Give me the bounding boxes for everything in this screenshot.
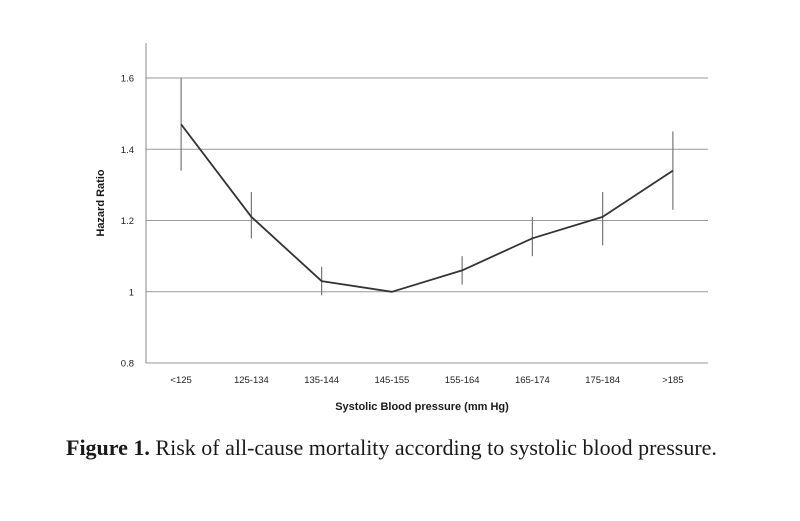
x-tick-label: 155-164	[445, 375, 480, 386]
y-tick-label: 1.4	[121, 145, 134, 156]
error-bars	[180, 78, 674, 296]
y-tick-label: 1.2	[121, 216, 134, 227]
y-tick-labels: 0.8 1 1.2 1.4 1.6	[121, 74, 134, 370]
figure-caption: Figure 1. Risk of all-cause mortality ac…	[66, 433, 736, 462]
x-tick-label: 175-184	[585, 375, 620, 386]
series-line	[180, 123, 674, 293]
x-tick-labels: <125 125-134 135-144 145-155 155-164 165-174 1…	[170, 375, 683, 386]
y-axis-title: Hazard Ratio	[95, 169, 107, 237]
x-tick-label: 145-155	[374, 375, 409, 386]
y-tick-label: 0.8	[121, 359, 134, 370]
chart: 0.8 1 1.2 1.4 1.6 <125 125-134 135-144 145-155 1…	[95, 43, 708, 413]
x-axis-title: Systolic Blood pressure (mm Hg)	[335, 401, 509, 413]
grid	[146, 77, 708, 364]
x-tick-label: >185	[662, 375, 683, 386]
y-tick-label: 1.6	[121, 74, 134, 85]
x-tick-label: 165-174	[515, 375, 550, 386]
x-tick-label: 135-144	[304, 375, 339, 386]
figure-label: Figure 1.	[66, 435, 150, 460]
figure-caption-text: Risk of all-cause mortality according to…	[155, 435, 717, 460]
x-tick-label: <125	[170, 375, 191, 386]
x-tick-label: 125-134	[234, 375, 269, 386]
y-tick-label: 1	[129, 287, 134, 298]
